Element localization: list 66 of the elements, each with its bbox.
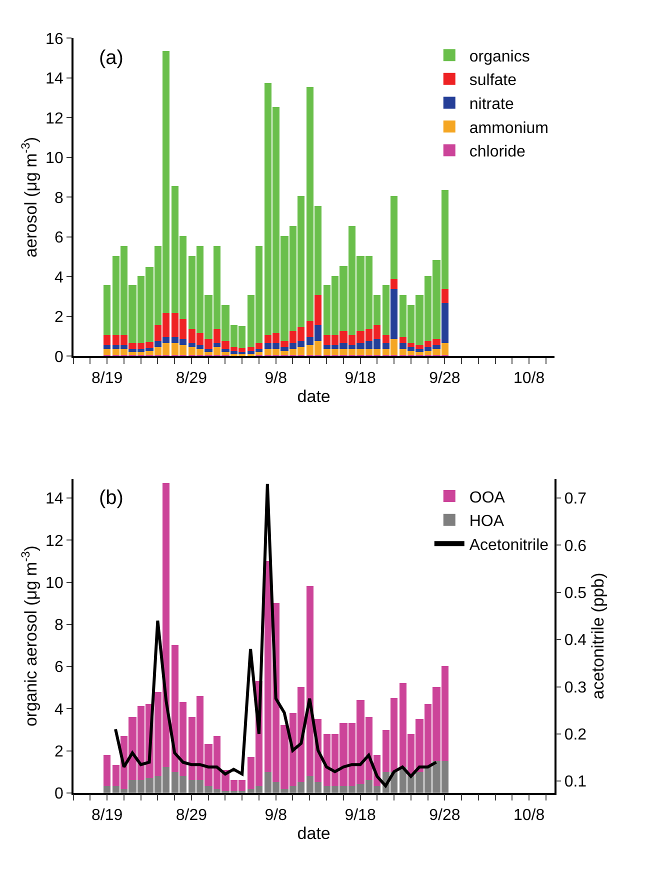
y-tick-label: 2 [54, 309, 64, 326]
y-tick-label: 0 [54, 348, 64, 366]
y-tick-label: 4 [54, 269, 64, 286]
legend-label: Acetonitrile [469, 536, 549, 554]
y-tick-label: 10 [46, 150, 64, 168]
legend-label: sulfate [469, 72, 517, 90]
y2-tick-label: 0.2 [564, 726, 587, 744]
bar [399, 337, 406, 344]
y2-tick-label: 0.3 [564, 679, 587, 696]
bar [204, 349, 212, 352]
y2-tick-label: 0.6 [564, 538, 587, 555]
bar [390, 196, 398, 280]
y-tick-label: 2 [54, 743, 64, 760]
y2-tick-label: 0.7 [564, 490, 587, 508]
y-tick-label: 6 [54, 230, 64, 247]
bar [103, 786, 110, 793]
x-tick-label: 9/28 [429, 806, 460, 824]
y-tick-label: 8 [54, 617, 64, 634]
y-tick-label: 0 [54, 786, 64, 803]
bar [390, 279, 398, 290]
bar [441, 303, 448, 344]
chart-title: (a) [99, 47, 124, 69]
bar [382, 335, 390, 344]
y-tick-label: 8 [54, 190, 64, 207]
x-tick-label: 8/29 [176, 370, 208, 388]
x-axis-title: date [297, 824, 330, 843]
bar [213, 343, 220, 348]
y-tick-label: 12 [46, 532, 64, 550]
y2-tick-label: 0.5 [564, 585, 587, 602]
y-tick-label: 4 [54, 701, 64, 718]
legend-label: chloride [469, 144, 526, 161]
y2-tick-label: 0.1 [564, 774, 587, 791]
bar [390, 289, 398, 340]
bar [382, 285, 390, 336]
y-tick-label: 14 [46, 70, 64, 88]
y-tick-label: 12 [46, 110, 64, 128]
x-axis-title: date [297, 387, 330, 406]
y-tick-label: 14 [46, 490, 64, 508]
y2-tick-label: 0.4 [564, 632, 587, 650]
legend-label: HOA [469, 513, 504, 530]
bar [103, 349, 110, 356]
legend-label: ammonium [469, 120, 549, 137]
x-tick-label: 9/18 [344, 370, 376, 388]
x-tick-label: 9/18 [344, 806, 376, 824]
x-tick-label: 10/8 [513, 370, 545, 388]
y2-axis-title: acetonitrile (ppb) [588, 572, 608, 700]
bar [441, 289, 448, 304]
y-tick-label: 16 [46, 30, 64, 48]
x-tick-label: 9/28 [429, 370, 460, 388]
bar [382, 343, 390, 350]
chart-title: (b) [99, 487, 124, 509]
legend-label: nitrate [469, 96, 514, 113]
bar [103, 285, 110, 336]
y-tick-label: 10 [46, 574, 64, 592]
bar [103, 755, 110, 786]
x-tick-label: 10/8 [513, 806, 545, 824]
bar [103, 345, 110, 350]
x-tick-label: 8/19 [91, 806, 123, 824]
x-tick-label: 8/19 [91, 370, 123, 388]
bar [103, 335, 110, 346]
y-tick-label: 6 [54, 659, 64, 676]
legend-label: organics [469, 48, 530, 66]
x-tick-label: 8/29 [176, 806, 208, 824]
x-tick-label: 9/8 [264, 370, 288, 388]
x-tick-label: 9/8 [264, 806, 288, 824]
legend-label: OOA [469, 489, 506, 506]
